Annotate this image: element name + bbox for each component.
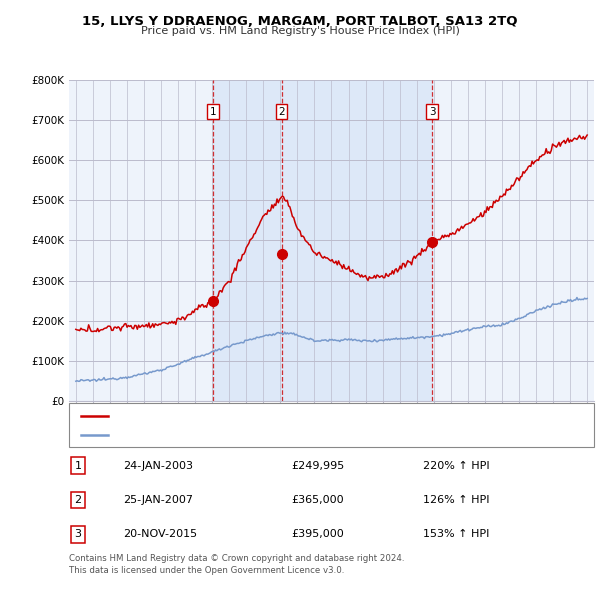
Text: 220% ↑ HPI: 220% ↑ HPI xyxy=(423,461,490,471)
Text: 3: 3 xyxy=(74,529,82,539)
Text: 2: 2 xyxy=(278,107,285,117)
Text: £395,000: £395,000 xyxy=(291,529,344,539)
Text: £365,000: £365,000 xyxy=(291,495,344,505)
Bar xyxy=(281,80,433,401)
Text: 153% ↑ HPI: 153% ↑ HPI xyxy=(423,529,490,539)
Text: 1: 1 xyxy=(210,107,217,117)
Text: 2: 2 xyxy=(74,495,82,505)
Text: 24-JAN-2003: 24-JAN-2003 xyxy=(123,461,193,471)
Text: 1: 1 xyxy=(74,461,82,471)
Text: 25-JAN-2007: 25-JAN-2007 xyxy=(123,495,193,505)
Text: 15, LLYS Y DDRAENOG, MARGAM, PORT TALBOT, SA13 2TQ (detached house): 15, LLYS Y DDRAENOG, MARGAM, PORT TALBOT… xyxy=(114,411,497,421)
Text: £249,995: £249,995 xyxy=(291,461,344,471)
Text: 15, LLYS Y DDRAENOG, MARGAM, PORT TALBOT, SA13 2TQ: 15, LLYS Y DDRAENOG, MARGAM, PORT TALBOT… xyxy=(82,15,518,28)
Text: 3: 3 xyxy=(429,107,436,117)
Bar xyxy=(214,80,281,401)
Text: HPI: Average price, detached house, Neath Port Talbot: HPI: Average price, detached house, Neat… xyxy=(114,430,384,440)
Text: 20-NOV-2015: 20-NOV-2015 xyxy=(123,529,197,539)
Text: Contains HM Land Registry data © Crown copyright and database right 2024.
This d: Contains HM Land Registry data © Crown c… xyxy=(69,554,404,575)
Text: Price paid vs. HM Land Registry's House Price Index (HPI): Price paid vs. HM Land Registry's House … xyxy=(140,26,460,36)
Text: 126% ↑ HPI: 126% ↑ HPI xyxy=(423,495,490,505)
